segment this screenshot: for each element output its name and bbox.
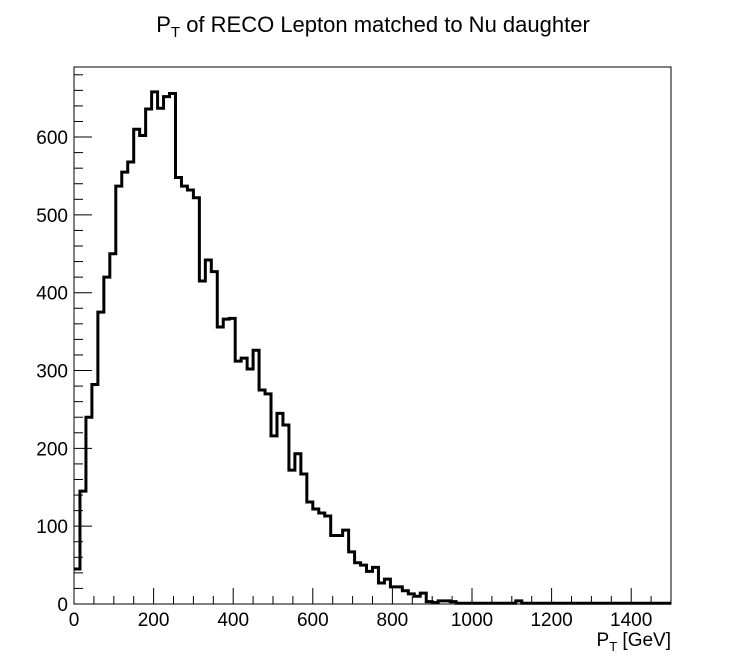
chart-title: PT of RECO Lepton matched to Nu daughter	[156, 12, 590, 41]
chart-title-rest: of RECO Lepton matched to Nu daughter	[180, 12, 590, 37]
y-tick-label: 500	[36, 206, 68, 227]
x-tick-label: 800	[377, 610, 409, 631]
y-tick-label: 200	[36, 439, 68, 460]
x-tick-label: 600	[297, 610, 329, 631]
y-tick-label: 0	[57, 595, 68, 616]
chart-title-sub: T	[171, 24, 180, 41]
y-tick-label: 100	[36, 517, 68, 538]
x-axis-tick-labels: 0 200 400 600 800 1000 1200 1400	[69, 610, 653, 631]
x-tick-label: 1400	[610, 610, 652, 631]
x-axis-label-rest: [GeV]	[617, 630, 671, 651]
x-axis-label-sub: T	[609, 639, 617, 654]
histogram-series-line	[74, 90, 671, 605]
x-axis-ticks	[73, 588, 672, 604]
y-tick-label: 400	[36, 284, 68, 305]
y-axis-tick-labels: 0 100 200 300 400 500 600	[36, 128, 68, 616]
x-tick-label: 200	[138, 610, 170, 631]
x-axis-label-main: P	[597, 630, 610, 651]
x-axis-label: PT [GeV]	[597, 630, 672, 654]
x-tick-label: 1000	[451, 610, 493, 631]
chart-title-main: P	[156, 12, 171, 37]
y-tick-label: 600	[36, 128, 68, 149]
x-tick-label: 0	[69, 610, 80, 631]
x-tick-label: 400	[217, 610, 249, 631]
y-tick-label: 300	[36, 362, 68, 383]
x-tick-label: 1200	[530, 610, 572, 631]
